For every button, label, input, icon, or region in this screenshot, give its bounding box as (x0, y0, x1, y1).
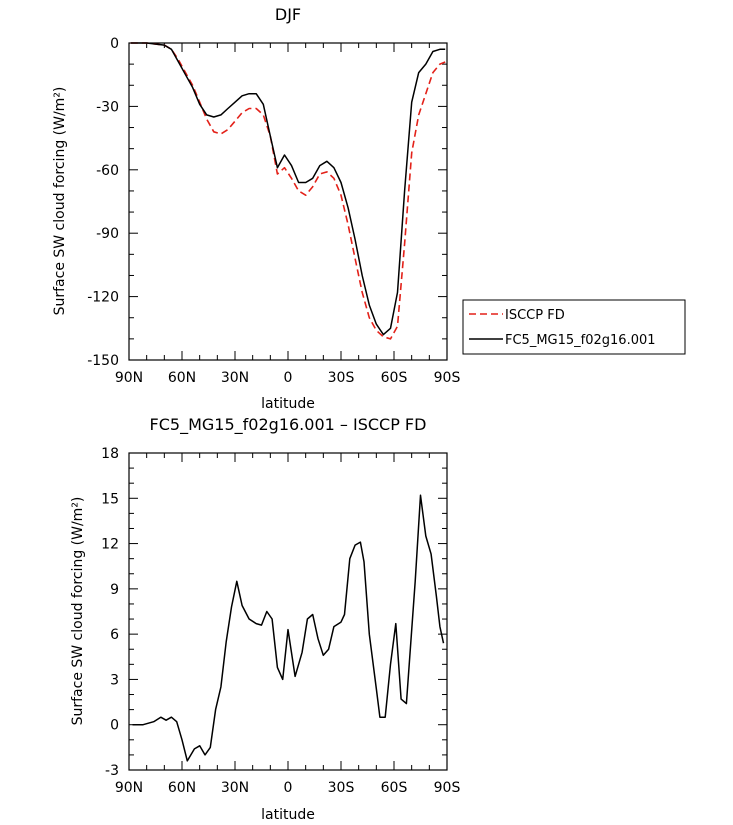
top-series-line-1 (130, 42, 446, 336)
bottom-x-tick-label: 30N (221, 780, 249, 796)
top-y-tick-label: -60 (96, 163, 119, 179)
top-x-tick-label: 30N (221, 370, 249, 386)
top-lines (130, 42, 446, 340)
bottom-x-tick-label: 0 (284, 780, 293, 796)
bottom-x-axis-title: latitude (261, 807, 315, 823)
bottom-y-axis-title: Surface SW cloud forcing (W/m²) (70, 497, 86, 726)
top-title: DJF (275, 5, 301, 24)
top-y-tick-label: -120 (87, 290, 119, 306)
top-x-axis-title: latitude (261, 396, 315, 412)
bottom-y-tick-label: -3 (105, 763, 119, 779)
bottom-x-tick-label: 90S (434, 780, 461, 796)
bottom-title: FC5_MG15_f02g16.001 – ISCCP FD (150, 415, 427, 435)
top-y-tick-label: -90 (96, 226, 119, 242)
top-plot-frame (128, 42, 448, 361)
legend-box (462, 299, 686, 355)
bottom-x-tick-label: 90N (115, 780, 143, 796)
bottom-series-line-0 (132, 494, 445, 762)
bottom-y-tick-label: 3 (110, 672, 119, 688)
bottom-x-tick-label: 30S (328, 780, 355, 796)
bottom-y-tick-label: 6 (110, 627, 119, 643)
bottom-y-tick-label: 9 (110, 582, 119, 598)
top-x-tick-label: 60S (381, 370, 408, 386)
legend: ISCCP FD FC5_MG15_f02g16.001 (462, 299, 686, 355)
bottom-ticks: 90N 60N 30N 0 30S 60S 90S 18 15 12 9 6 3 0 -3 (101, 446, 460, 796)
bottom-y-tick-label: 15 (101, 491, 119, 507)
bottom-lines (132, 494, 445, 762)
top-x-tick-label: 0 (284, 370, 293, 386)
top-y-axis-title: Surface SW cloud forcing (W/m²) (52, 87, 68, 316)
chart-top: DJF 90N 60N 30N 0 30S 60S 90S 0 -30 -60 -90 -120 -15… (52, 5, 686, 412)
bottom-y-tick-label: 18 (101, 446, 119, 462)
bottom-y-tick-label: 0 (110, 718, 119, 734)
legend-label-fc5: FC5_MG15_f02g16.001 (505, 333, 656, 348)
top-x-tick-label: 90S (434, 370, 461, 386)
top-y-tick-label: -150 (87, 353, 119, 369)
top-x-tick-label: 90N (115, 370, 143, 386)
bottom-x-tick-label: 60S (381, 780, 408, 796)
top-y-tick-label: -30 (96, 99, 119, 115)
bottom-x-tick-label: 60N (168, 780, 196, 796)
top-series-line-0 (130, 42, 446, 340)
chart-bottom: FC5_MG15_f02g16.001 – ISCCP FD 90N 60N 30N… (70, 415, 460, 823)
legend-label-isccp: ISCCP FD (505, 308, 565, 323)
top-y-tick-label: 0 (110, 36, 119, 52)
top-x-tick-label: 60N (168, 370, 196, 386)
top-ticks: 90N 60N 30N 0 30S 60S 90S 0 -30 -60 -90 -120 -150 (87, 36, 460, 386)
top-x-tick-label: 30S (328, 370, 355, 386)
bottom-y-tick-label: 12 (101, 537, 119, 553)
